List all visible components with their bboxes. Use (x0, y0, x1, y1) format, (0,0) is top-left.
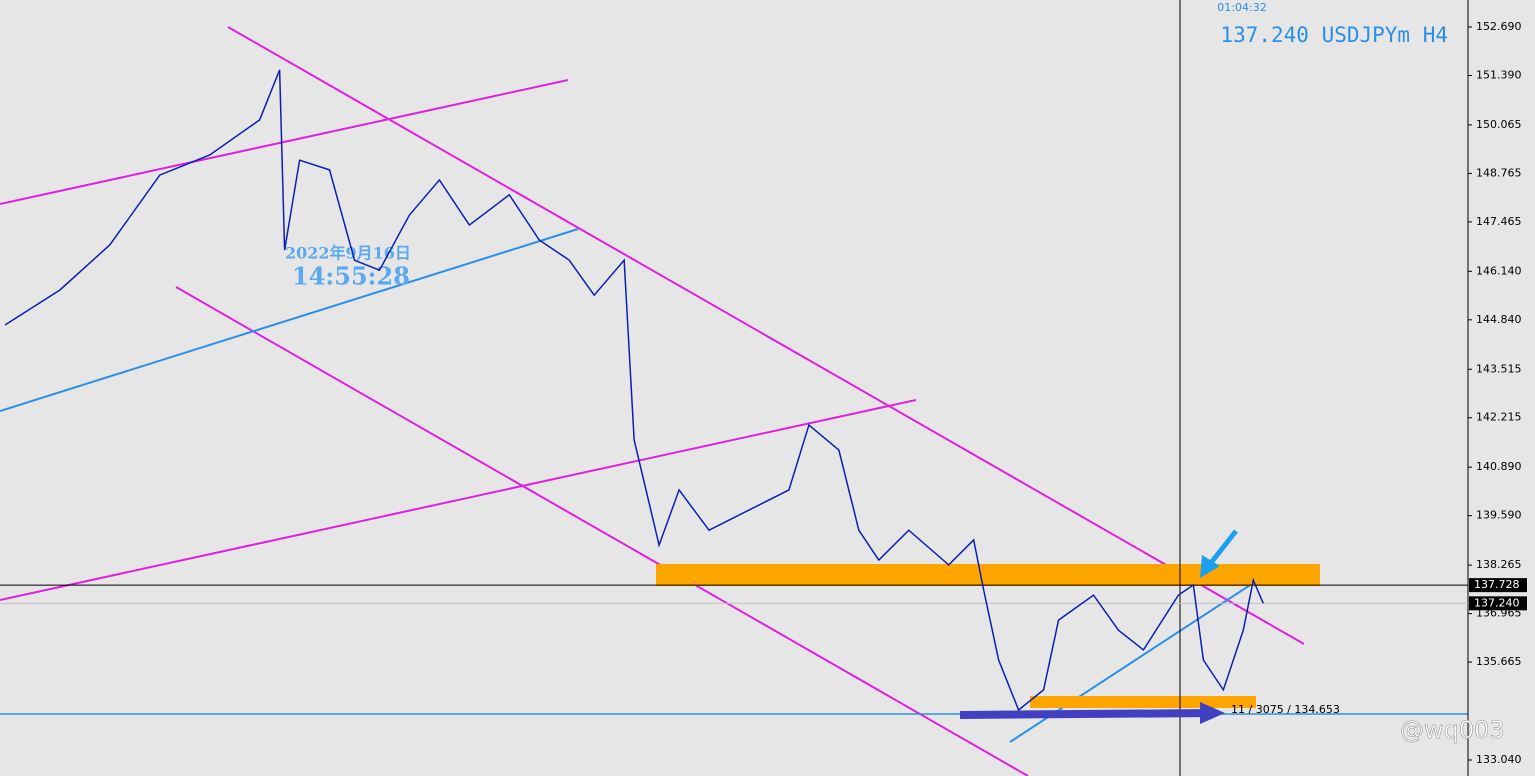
y-tick-label: 144.840 (1476, 313, 1522, 326)
y-tick-label: 139.590 (1476, 509, 1522, 522)
clock: 01:04:32 (1217, 1, 1266, 14)
y-tick-label: 135.665 (1476, 655, 1522, 668)
arrow (959, 709, 1216, 719)
y-tick-label: 150.065 (1476, 118, 1522, 131)
chart-title: 137.240 USDJPYm H4 (1220, 23, 1448, 47)
date-label: 2022年9月16日 (285, 244, 411, 263)
y-tick-label: 143.515 (1476, 362, 1522, 375)
y-tick-label: 140.890 (1476, 460, 1522, 473)
price-tag-label: 137.240 (1474, 596, 1520, 609)
y-tick-label: 146.140 (1476, 264, 1522, 277)
arrow (1208, 529, 1238, 566)
y-tick-label: 152.690 (1476, 20, 1522, 33)
y-tick-label: 138.265 (1476, 558, 1522, 571)
price-tag (1469, 596, 1527, 611)
crosshair-info: 11 / 3075 / 134.653 (1231, 703, 1340, 716)
price-tag-label: 137.728 (1474, 578, 1520, 591)
arrow-head (1200, 702, 1225, 724)
price-line-series (4, 69, 1264, 712)
y-tick-label: 147.465 (1476, 215, 1522, 228)
support-zone (1030, 696, 1256, 708)
y-tick-label: 151.390 (1476, 68, 1522, 81)
y-tick-label: 133.040 (1476, 753, 1522, 766)
watermark: @wq003 (1400, 716, 1505, 744)
trend-lines (0, 26, 1305, 776)
time-label: 14:55:28 (292, 262, 410, 291)
y-tick-label: 142.215 (1476, 411, 1522, 424)
price-tag (1469, 578, 1527, 593)
arrow-head (1200, 555, 1220, 578)
y-tick-label: 148.765 (1476, 166, 1522, 179)
resistance-zone (656, 564, 1320, 586)
